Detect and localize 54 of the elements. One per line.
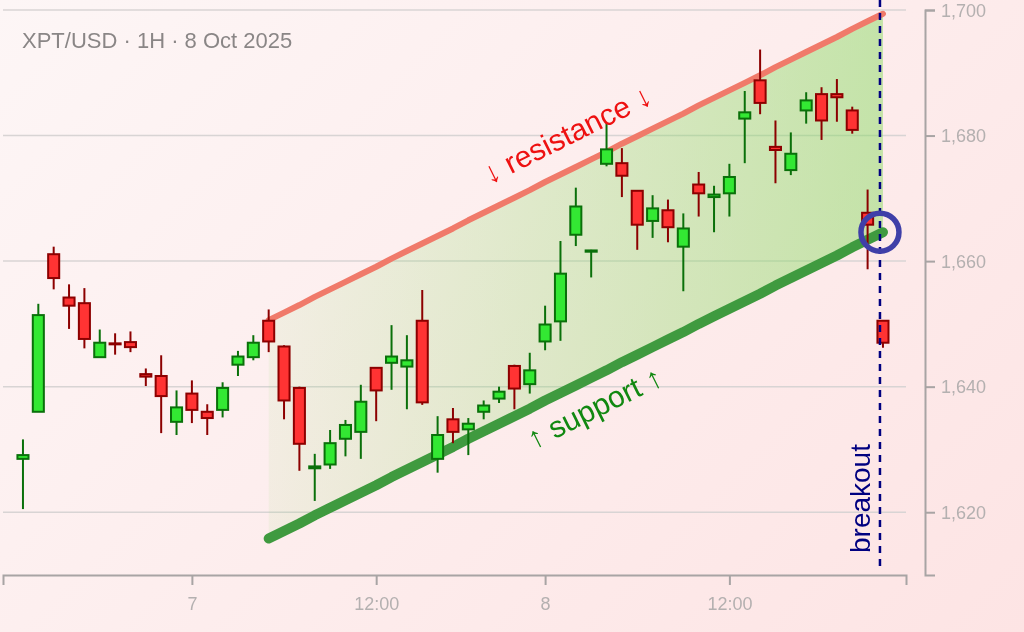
candlestick — [123, 330, 137, 354]
candlestick — [830, 78, 844, 123]
candlestick — [185, 379, 199, 425]
candlestick — [722, 162, 736, 218]
candlestick — [784, 131, 798, 177]
candlestick — [876, 319, 890, 349]
candlestick — [753, 48, 767, 116]
candlestick — [768, 119, 782, 185]
y-tick-label: 1,680 — [941, 126, 987, 147]
candlestick — [369, 366, 383, 423]
candlestick — [600, 122, 614, 168]
candlestick — [538, 304, 552, 352]
candlestick — [246, 334, 260, 362]
annotation: breakout — [844, 443, 876, 553]
candlestick — [154, 354, 168, 435]
y-tick-label: 1,700 — [941, 0, 987, 21]
x-tick-label: 8 — [540, 593, 551, 614]
candlestick — [262, 308, 276, 354]
candlestick — [446, 407, 460, 445]
candlestick — [62, 283, 76, 330]
candlestick — [646, 194, 660, 239]
candlestick — [477, 399, 491, 421]
candlestick — [738, 89, 752, 165]
candlestick — [523, 351, 537, 395]
x-tick-label: 12:00 — [354, 593, 400, 614]
candlestick — [507, 363, 521, 411]
candlestick — [170, 389, 184, 437]
candlestick — [692, 170, 706, 218]
candlestick — [308, 452, 322, 502]
y-tick-label: 1,640 — [941, 377, 987, 398]
candlestick — [707, 184, 721, 234]
candlestick — [385, 324, 399, 391]
candlestick — [461, 417, 475, 457]
candlestick — [676, 212, 690, 293]
candlestick — [799, 91, 813, 125]
x-tick-label: 12:00 — [707, 593, 753, 614]
candlestick — [216, 381, 230, 419]
y-tick-label: 1,620 — [941, 503, 987, 524]
candlestick — [16, 438, 30, 511]
candlestick — [584, 248, 598, 279]
text: XPT/USD · 1H · 8 Oct 2025 — [22, 28, 293, 53]
candlestick — [93, 328, 107, 359]
y-tick-label: 1,660 — [941, 251, 987, 272]
candlestick — [200, 403, 214, 437]
candlestick — [400, 334, 414, 411]
candlestick — [323, 428, 337, 470]
candlestick — [661, 198, 675, 244]
candlestick — [108, 332, 122, 356]
candlestick — [231, 349, 245, 377]
candlestick — [845, 105, 859, 135]
candlestick — [338, 418, 352, 458]
x-tick-label: 7 — [187, 593, 198, 614]
candlestick — [47, 245, 61, 291]
candlestick — [431, 415, 445, 474]
